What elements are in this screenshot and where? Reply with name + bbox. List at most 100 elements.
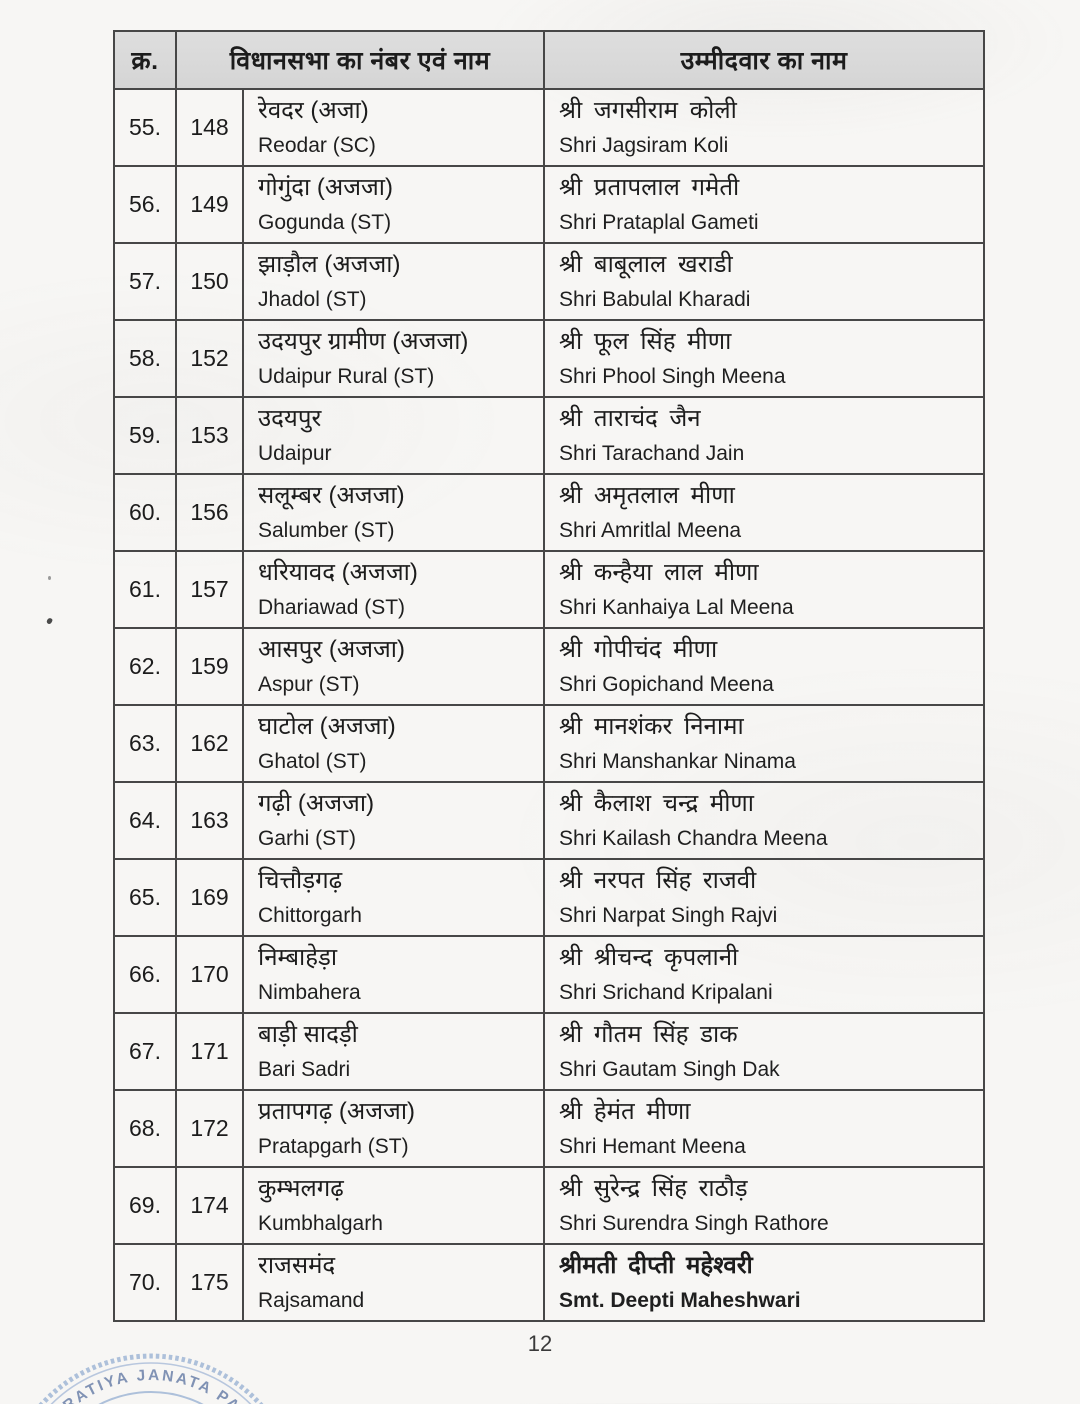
constituency-name-english: Chittorgarh: [258, 904, 362, 927]
serial-number: 70.: [129, 1269, 161, 1295]
candidate-name-cell: श्री अमृतलाल मीणा Shri Amritlal Meena: [543, 473, 985, 552]
candidate-name-hindi: श्री गौतम सिंह डाक: [559, 1021, 738, 1048]
table-row: 58. 152 उदयपुर ग्रामीण (अजजा) Udaipur Ru…: [113, 319, 985, 398]
constituency-number: 175: [190, 1269, 229, 1295]
constituency-number: 169: [190, 884, 229, 910]
constituency-number-cell: 148: [175, 88, 244, 167]
table-row: 65. 169 चित्तौड़गढ़ Chittorgarh श्री नरप…: [113, 858, 985, 937]
table-row: 60. 156 सलूम्बर (अजजा) Salumber (ST) श्र…: [113, 473, 985, 552]
serial-cell: 57.: [113, 242, 177, 321]
candidate-name-hindi: श्री जगसीराम कोली: [559, 97, 737, 124]
candidate-name-cell: श्री श्रीचन्द कृपलानी Shri Srichand Krip…: [543, 935, 985, 1014]
serial-number: 62.: [129, 653, 161, 679]
constituency-number: 163: [190, 807, 229, 833]
table-body: 55. 148 रेवदर (अजा) Reodar (SC) श्री जगस…: [113, 88, 985, 1322]
candidate-name-english: Shri Kanhaiya Lal Meena: [559, 596, 794, 619]
table-row: 57. 150 झाड़ौल (अजजा) Jhadol (ST) श्री ब…: [113, 242, 985, 321]
header-candidate: उम्मीदवार का नाम: [543, 30, 985, 90]
constituency-name-cell: चित्तौड़गढ़ Chittorgarh: [241, 858, 546, 937]
constituency-name-hindi: सलूम्बर (अजजा): [258, 482, 405, 509]
serial-cell: 59.: [113, 396, 177, 475]
serial-cell: 62.: [113, 627, 177, 706]
header-row: क्र. विधानसभा का नंबर एवं नाम उम्मीदवार …: [113, 30, 985, 90]
constituency-name-english: Aspur (ST): [258, 673, 360, 696]
candidate-name-hindi: श्री अमृतलाल मीणा: [559, 482, 735, 509]
constituency-number: 150: [190, 268, 229, 294]
constituency-name-english: Dhariawad (ST): [258, 596, 406, 619]
constituency-number-cell: 174: [175, 1166, 244, 1245]
constituency-name-hindi: बाड़ी सादड़ी: [258, 1021, 358, 1048]
constituency-number-cell: 157: [175, 550, 244, 629]
constituency-name-hindi: झाड़ौल (अजजा): [258, 251, 401, 278]
serial-number: 56.: [129, 191, 161, 217]
candidate-name-hindi: श्री प्रतापलाल गमेती: [559, 174, 740, 201]
constituency-number: 148: [190, 114, 229, 140]
serial-cell: 67.: [113, 1012, 177, 1091]
candidate-name-english: Shri Srichand Kripalani: [559, 981, 773, 1004]
constituency-name-english: Rajsamand: [258, 1289, 365, 1312]
table-row: 62. 159 आसपुर (अजजा) Aspur (ST) श्री गोप…: [113, 627, 985, 706]
constituency-name-cell: उदयपुर ग्रामीण (अजजा) Udaipur Rural (ST): [241, 319, 546, 398]
candidate-name-hindi: श्री गोपीचंद मीणा: [559, 636, 718, 663]
table-row: 61. 157 धरियावद (अजजा) Dhariawad (ST) श्…: [113, 550, 985, 629]
candidate-name-cell: श्री बाबूलाल खराडी Shri Babulal Kharadi: [543, 242, 985, 321]
constituency-name-cell: आसपुर (अजजा) Aspur (ST): [241, 627, 546, 706]
candidate-name-english: Shri Prataplal Gameti: [559, 211, 759, 234]
candidate-name-english: Shri Hemant Meena: [559, 1135, 746, 1158]
constituency-number-cell: 150: [175, 242, 244, 321]
constituency-number-cell: 163: [175, 781, 244, 860]
constituency-name-english: Bari Sadri: [258, 1058, 351, 1081]
constituency-number-cell: 156: [175, 473, 244, 552]
constituency-name-english: Garhi (ST): [258, 827, 357, 850]
candidate-name-hindi: श्रीमती दीप्ती महेश्वरी: [559, 1252, 753, 1279]
constituency-name-cell: गोगुंदा (अजजा) Gogunda (ST): [241, 165, 546, 244]
constituency-name-english: Ghatol (ST): [258, 750, 367, 773]
constituency-number-cell: 149: [175, 165, 244, 244]
constituency-number: 170: [190, 961, 229, 987]
serial-number: 58.: [129, 345, 161, 371]
candidate-name-cell: श्रीमती दीप्ती महेश्वरी Smt. Deepti Mahe…: [543, 1243, 985, 1322]
constituency-number: 174: [190, 1192, 229, 1218]
serial-cell: 65.: [113, 858, 177, 937]
constituency-name-cell: राजसमंद Rajsamand: [241, 1243, 546, 1322]
candidate-name-hindi: श्री श्रीचन्द कृपलानी: [559, 944, 739, 971]
constituency-number: 162: [190, 730, 229, 756]
candidate-name-english: Shri Narpat Singh Rajvi: [559, 904, 778, 927]
candidate-name-cell: श्री फूल सिंह मीणा Shri Phool Singh Meen…: [543, 319, 985, 398]
page-number: 12: [527, 1331, 553, 1356]
table-header: क्र. विधानसभा का नंबर एवं नाम उम्मीदवार …: [113, 30, 985, 90]
table-row: 64. 163 गढ़ी (अजजा) Garhi (ST) श्री कैला…: [113, 781, 985, 860]
serial-cell: 60.: [113, 473, 177, 552]
constituency-name-hindi: गोगुंदा (अजजा): [258, 174, 394, 201]
candidate-name-hindi: श्री बाबूलाल खराडी: [559, 251, 733, 278]
candidate-name-english: Shri Babulal Kharadi: [559, 288, 751, 311]
candidate-name-cell: श्री गौतम सिंह डाक Shri Gautam Singh Dak: [543, 1012, 985, 1091]
constituency-name-hindi: उदयपुर ग्रामीण (अजजा): [258, 328, 469, 355]
table-row: 59. 153 उदयपुर Udaipur श्री ताराचंद जैन …: [113, 396, 985, 475]
candidate-name-cell: श्री जगसीराम कोली Shri Jagsiram Koli: [543, 88, 985, 167]
constituency-name-english: Nimbahera: [258, 981, 361, 1004]
constituency-number-cell: 175: [175, 1243, 244, 1322]
constituency-name-cell: उदयपुर Udaipur: [241, 396, 546, 475]
serial-cell: 64.: [113, 781, 177, 860]
candidate-name-cell: श्री हेमंत मीणा Shri Hemant Meena: [543, 1089, 985, 1168]
constituency-name-english: Udaipur: [258, 442, 332, 465]
header-serial: क्र.: [113, 30, 177, 90]
constituency-number: 171: [190, 1038, 229, 1064]
stamp-inner-ring: [98, 1391, 204, 1404]
serial-number: 55.: [129, 114, 161, 140]
constituency-number: 153: [190, 422, 229, 448]
candidate-name-hindi: श्री सुरेन्द्र सिंह राठौड़: [559, 1175, 748, 1202]
table-row: 56. 149 गोगुंदा (अजजा) Gogunda (ST) श्री…: [113, 165, 985, 244]
constituency-name-english: Udaipur Rural (ST): [258, 365, 435, 388]
candidate-name-cell: श्री प्रतापलाल गमेती Shri Prataplal Game…: [543, 165, 985, 244]
constituency-name-hindi: घाटोल (अजजा): [258, 713, 396, 740]
constituency-name-english: Pratapgarh (ST): [258, 1135, 409, 1158]
serial-number: 65.: [129, 884, 161, 910]
serial-number: 63.: [129, 730, 161, 756]
constituency-name-hindi: गढ़ी (अजजा): [258, 790, 375, 817]
candidate-name-english: Shri Surendra Singh Rathore: [559, 1212, 829, 1235]
candidate-name-english: Shri Manshankar Ninama: [559, 750, 796, 773]
candidate-table: क्र. विधानसभा का नंबर एवं नाम उम्मीदवार …: [113, 30, 985, 1322]
scan-artifact-mark: [45, 617, 54, 625]
